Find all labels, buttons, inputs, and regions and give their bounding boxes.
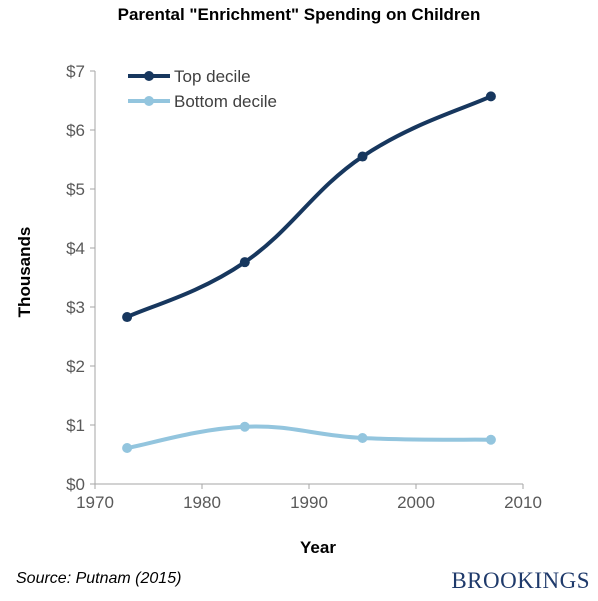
legend-label: Bottom decile	[174, 92, 277, 111]
data-point-bottom-decile	[122, 443, 133, 454]
data-point-bottom-decile	[357, 432, 368, 443]
series-layer	[122, 91, 496, 454]
data-point-top-decile	[122, 312, 133, 323]
series-line-top-decile	[125, 94, 493, 320]
data-point-bottom-decile	[485, 434, 496, 445]
data-point-top-decile	[357, 151, 368, 162]
x-tick-label: 1970	[76, 493, 114, 512]
y-tick-label: $0	[66, 475, 85, 494]
x-tick-label: 2010	[504, 493, 542, 512]
y-tick-label: $1	[66, 416, 85, 435]
legend-item-top-decile: Top decile	[128, 67, 251, 86]
legend-marker	[144, 96, 154, 106]
source-note: Source: Putnam (2015)	[16, 570, 182, 587]
legend-item-bottom-decile: Bottom decile	[128, 92, 277, 111]
chart-title: Parental "Enrichment" Spending on Childr…	[117, 5, 481, 24]
data-point-bottom-decile	[239, 421, 250, 432]
x-tick-label: 2000	[397, 493, 435, 512]
brookings-logo: BROOKINGS	[451, 568, 590, 593]
chart-axes	[90, 70, 524, 489]
y-tick-label: $6	[66, 121, 85, 140]
y-axis-title: Thousands	[15, 227, 34, 318]
tick-labels: $0 $1 $2 $3 $4 $5 $6 $7 1970 1980 1990 2000 2010	[66, 62, 542, 512]
y-tick-label: $4	[66, 239, 85, 258]
data-point-top-decile	[239, 257, 250, 268]
y-tick-label: $7	[66, 62, 85, 81]
x-axis-title: Year	[300, 538, 336, 557]
y-tick-label: $3	[66, 298, 85, 317]
legend-marker	[144, 71, 154, 81]
series-line-bottom-decile	[125, 424, 493, 451]
x-tick-label: 1990	[290, 493, 328, 512]
data-point-top-decile	[485, 91, 496, 102]
y-tick-label: $2	[66, 357, 85, 376]
x-tick-label: 1980	[183, 493, 221, 512]
y-tick-label: $5	[66, 180, 85, 199]
chart-legend: Top decile Bottom decile	[128, 67, 277, 111]
legend-label: Top decile	[174, 67, 251, 86]
